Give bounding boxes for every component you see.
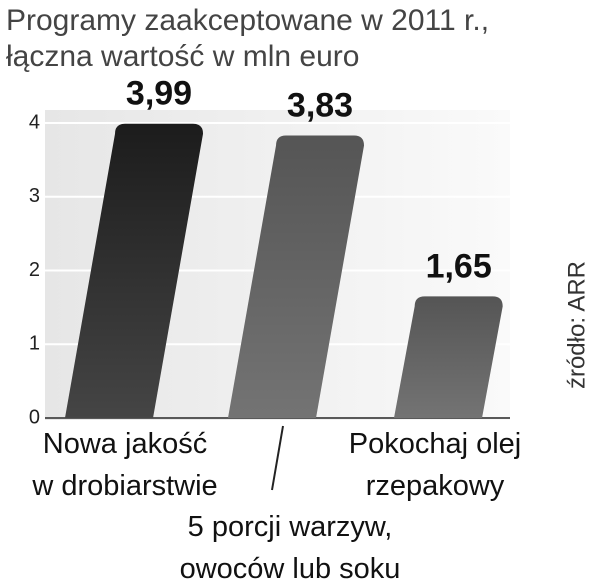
chart-subtitle: łączna wartość w mln euro <box>6 40 359 73</box>
x-tick-label: 5 porcji warzyw, owoców lub soku <box>180 511 401 584</box>
source: źródło: ARR <box>563 261 590 389</box>
value-label: 3,99 <box>126 75 192 113</box>
label-pointer <box>271 425 284 491</box>
bar-shade <box>394 296 503 418</box>
y-tick-label: 2 <box>29 259 40 281</box>
value-label: 1,65 <box>426 247 492 285</box>
y-tick-label: 1 <box>29 333 40 355</box>
bar-shade <box>228 135 365 418</box>
value-label: 3,83 <box>287 87 353 125</box>
y-tick-label: 4 <box>29 111 40 133</box>
chart-title: Programy zaakceptowane w 2011 r., <box>6 4 489 37</box>
y-tick-label: 0 <box>29 406 40 428</box>
y-tick-label: 3 <box>29 185 40 207</box>
x-tick-label: Nowa jakość w drobiarstwie <box>31 428 217 502</box>
bar-shade <box>65 123 204 419</box>
x-tick-label: Pokochaj olej rzepakowy <box>349 428 522 502</box>
